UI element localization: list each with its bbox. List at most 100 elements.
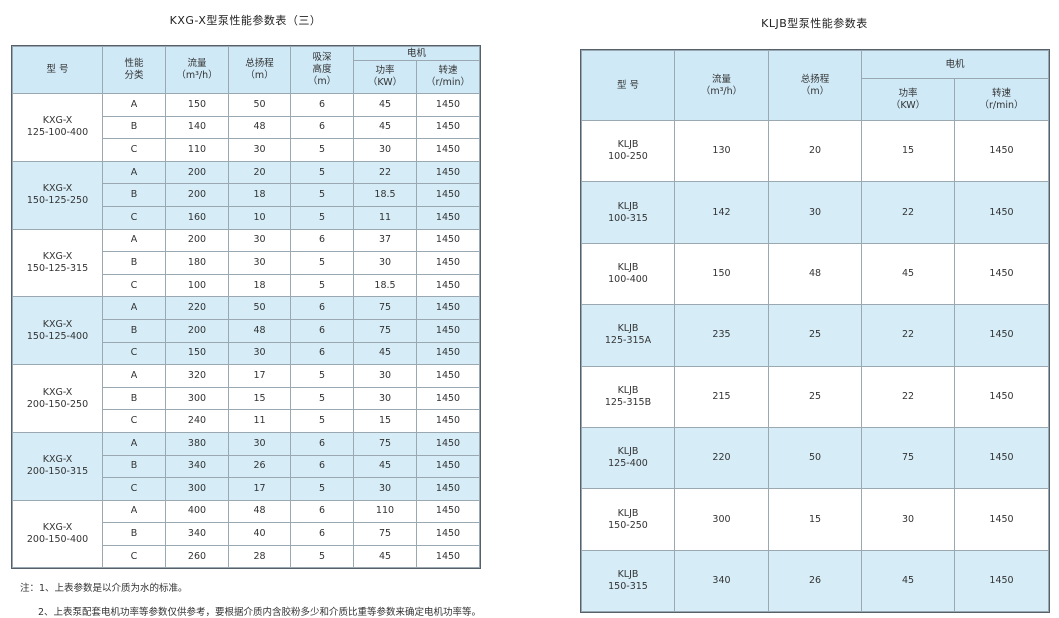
table-cell: 75	[861, 426, 955, 490]
header-model: 型 号	[12, 46, 103, 94]
table-cell: 45	[353, 341, 417, 366]
table-cell: C	[102, 205, 166, 230]
table-cell: 22	[353, 160, 417, 185]
table-cell: 142	[674, 181, 769, 244]
table-cell: 5	[290, 138, 354, 162]
table-cell: 18.5	[353, 183, 417, 207]
table-row: C 110 30 5 30 1450	[13, 138, 481, 162]
table-cell: 150	[165, 341, 229, 366]
table-cell: 10	[228, 205, 291, 230]
table-cell: 1450	[415, 364, 481, 388]
table-cell: 300	[165, 477, 229, 501]
table-cell: 1450	[415, 454, 481, 479]
model-cell: KLJB 125-315B	[581, 365, 675, 428]
table-cell: 1450	[415, 296, 481, 320]
table-cell: 22	[861, 304, 955, 367]
header-speed: 转速 （r/min）	[415, 60, 481, 94]
table-cell: 45	[353, 115, 417, 140]
table-row: B 300 15 5 30 1450	[13, 386, 481, 411]
model-cell: KXG-X 200-150-315	[12, 431, 103, 501]
model-cell: KXG-X 200-150-250	[12, 364, 103, 433]
table-cell: 15	[861, 119, 955, 183]
table-cell: 160	[165, 205, 229, 230]
table-cell: 1450	[953, 426, 1050, 490]
table-cell: 340	[165, 522, 229, 546]
table-row: KXG-X 125-100-400 A 150 50 6 45 1450	[12, 93, 481, 162]
header-class: 性能 分类	[102, 46, 166, 94]
table-cell: 240	[165, 409, 229, 433]
table-row: KLJB 125-400 220 50 75 1450	[581, 426, 1050, 490]
table-cell: 5	[290, 160, 354, 185]
table-row: B 340 26 6 45 1450	[13, 454, 481, 479]
table-cell: B	[102, 251, 166, 275]
table-cell: 1450	[415, 228, 481, 253]
table-cell: B	[102, 522, 166, 546]
table-cell: 5	[290, 205, 354, 230]
table-cell: 6	[290, 296, 354, 320]
table-cell: 110	[165, 138, 229, 162]
table-cell: 30	[228, 228, 291, 253]
table-cell: 50	[768, 426, 862, 490]
table-cell: 6	[290, 228, 354, 253]
table-cell: 11	[353, 205, 417, 230]
table-row: KXG-X 200-150-250 A 320 17 5 30 1450	[12, 364, 481, 433]
table-cell: 20	[768, 119, 862, 183]
table-row: KXG-X 200-150-400 A 400 48 6 110 1450	[12, 499, 481, 569]
table-cell: 15	[353, 409, 417, 433]
table-cell: 17	[228, 477, 291, 501]
table-cell: 15	[228, 386, 291, 411]
table-cell: 235	[674, 304, 769, 367]
table-cell: 220	[674, 426, 769, 490]
table-cell: 340	[165, 454, 229, 479]
table-cell: 48	[228, 318, 291, 343]
table-row: B 180 30 5 30 1450	[13, 251, 481, 275]
table-cell: 200	[165, 318, 229, 343]
table-cell: 30	[228, 431, 291, 456]
table-cell: 260	[165, 544, 229, 569]
table-cell: 1450	[415, 160, 481, 185]
table-cell: A	[102, 228, 166, 253]
table-cell: 6	[290, 522, 354, 546]
model-cell: KXG-X 150-125-315	[12, 228, 103, 298]
table-row: C 100 18 5 18.5 1450	[13, 273, 481, 298]
model-cell: KXG-X 150-125-250	[12, 160, 103, 230]
table-cell: A	[102, 499, 166, 524]
header-suction: 吸深 高度 （m）	[290, 46, 354, 94]
table-cell: 18.5	[353, 273, 417, 298]
table-cell: 75	[353, 522, 417, 546]
header-model: 型 号	[581, 50, 675, 121]
right-table-title: KLJB型泵性能参数表	[761, 17, 868, 30]
table-cell: 45	[861, 549, 955, 613]
table-row: KLJB 125-315B 215 25 22 1450	[581, 365, 1050, 428]
table-cell: 1450	[953, 304, 1050, 367]
table-cell: 30	[353, 138, 417, 162]
table-cell: 1450	[415, 273, 481, 298]
table-cell: 18	[228, 273, 291, 298]
table-cell: 1450	[415, 183, 481, 207]
table-cell: 6	[290, 431, 354, 456]
table-cell: 22	[861, 365, 955, 428]
table-cell: 100	[165, 273, 229, 298]
table-cell: B	[102, 386, 166, 411]
note-2: 2、上表泵配套电机功率等参数仅供参考，要根据介质内含胶粉多少和介质比重等参数来确…	[38, 607, 482, 618]
table-cell: 300	[674, 488, 769, 551]
header-flow: 流量 （m³/h）	[165, 46, 229, 94]
table-cell: 1450	[953, 549, 1050, 613]
model-cell: KXG-X 200-150-400	[12, 499, 103, 569]
model-cell: KLJB 150-315	[581, 549, 675, 613]
table-cell: 75	[353, 296, 417, 320]
note-1: 注：1、上表参数是以介质为水的标准。	[20, 583, 188, 594]
table-cell: 45	[353, 544, 417, 569]
table-cell: 1450	[953, 365, 1050, 428]
table-cell: 48	[768, 242, 862, 306]
model-cell: KLJB 100-315	[581, 181, 675, 244]
table-cell: B	[102, 183, 166, 207]
table-cell: 380	[165, 431, 229, 456]
table-cell: 200	[165, 160, 229, 185]
table-cell: 6	[290, 318, 354, 343]
table-cell: 22	[861, 181, 955, 244]
header-motor: 电机	[352, 46, 481, 61]
table-cell: 130	[674, 119, 769, 183]
table-cell: 30	[768, 181, 862, 244]
table-cell: B	[102, 454, 166, 479]
